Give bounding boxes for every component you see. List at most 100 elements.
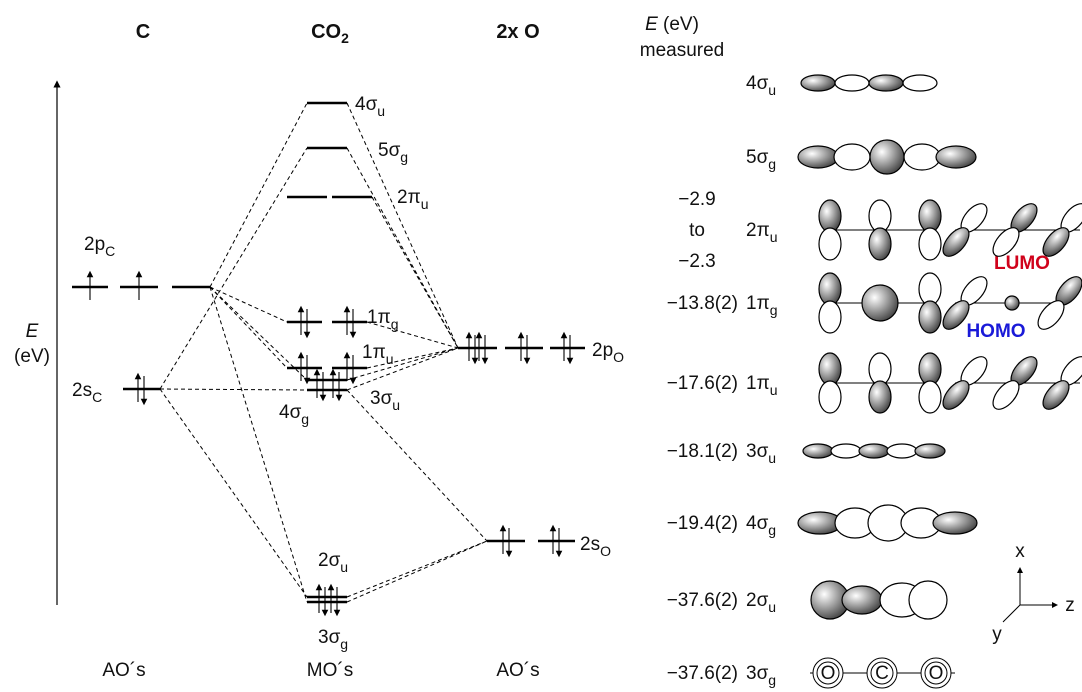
header-c: C: [136, 21, 150, 43]
measured-energy: −37.6(2): [667, 663, 738, 684]
orbital-lobe: [819, 273, 841, 305]
mo-label: 4σg: [279, 402, 309, 427]
label-sub: u: [768, 599, 776, 615]
footer: AO´s: [496, 660, 539, 681]
orbital-lobe: [819, 381, 841, 413]
label-sub: u: [770, 382, 778, 398]
measured-energy: −13.8(2): [667, 293, 738, 314]
mo-label: 4σu: [355, 94, 385, 119]
label-main: 2σ: [746, 590, 769, 611]
header-energy: E (eV): [645, 14, 699, 35]
label-main: 1π: [362, 342, 386, 363]
footer: MO´s: [307, 660, 353, 681]
orbital-lobe: [904, 144, 940, 170]
label-main: 5σ: [746, 147, 769, 168]
mo-label: 1πu: [362, 342, 393, 367]
orbital-lobe: [919, 228, 941, 260]
orbital-lobe: [919, 353, 941, 385]
axis-symbol: E: [26, 321, 39, 342]
axis-letter: y: [992, 624, 1002, 645]
label-sub: u: [768, 450, 776, 466]
label-sub: u: [377, 103, 385, 119]
label-sub: u: [421, 196, 429, 212]
mo-label: 5σg: [378, 140, 408, 165]
axis-unit: (eV): [14, 346, 50, 367]
measured-energy: −17.6(2): [667, 373, 738, 394]
orbital-lobe: [869, 75, 903, 91]
orbital-lobe: [819, 200, 841, 232]
label-sub: u: [340, 559, 348, 575]
orbital-lobe: [803, 444, 833, 458]
mo-label: 3σu: [370, 388, 400, 413]
label-main: 1π: [746, 293, 770, 314]
label-main: 3σ: [746, 441, 769, 462]
footer: AO´s: [102, 660, 145, 681]
orbital-lobe: [862, 285, 898, 321]
label-sub: g: [768, 156, 776, 172]
label-main: 3σ: [746, 663, 769, 684]
orbital-lobe: [870, 140, 904, 174]
header-measured: measured: [640, 40, 725, 61]
orbital-lobe: [819, 228, 841, 260]
orbital-lobe: [835, 75, 869, 91]
orbital-lobe: [919, 381, 941, 413]
orbital-lobe: [887, 444, 917, 458]
orbital-lobe: [831, 444, 861, 458]
orbital-lobe: [936, 146, 976, 168]
label-main: 4σ: [746, 73, 769, 94]
atom-label: C: [875, 663, 889, 684]
label-main: 2σ: [318, 550, 341, 571]
measured-energy: −18.1(2): [667, 441, 738, 462]
orbital-label: 1πg: [746, 293, 777, 318]
label-main: 2π: [397, 187, 421, 208]
label-sub: g: [391, 316, 399, 332]
orbital-lobe: [869, 228, 891, 260]
orbital-lobe: [842, 586, 882, 614]
label-sub: g: [301, 411, 309, 427]
label-main: 4σ: [279, 402, 302, 423]
orbital-lobe: [919, 273, 941, 305]
orbital-lobe: [909, 581, 947, 619]
orbital-lobe: [919, 301, 941, 333]
header-o: 2x O: [496, 21, 539, 43]
atom-label: O: [929, 663, 944, 684]
orbital-label: 3σg: [746, 663, 776, 688]
header-co2: CO2: [311, 21, 349, 46]
orbital-label: 4σg: [746, 513, 776, 538]
orbital-label: 1πu: [746, 373, 777, 398]
label-sub: g: [400, 149, 408, 165]
ao-label: 2pC: [84, 234, 115, 259]
measured-energy: to: [689, 220, 705, 241]
orbital-lobe: [1005, 296, 1019, 310]
orbital-lobe: [933, 512, 977, 534]
homo-label: HOMO: [966, 321, 1025, 342]
label-sub: g: [770, 302, 778, 318]
correlation-lines: [160, 103, 487, 602]
ao-label: 2sO: [580, 534, 611, 559]
label-main: 3σ: [318, 627, 341, 648]
orbital-lobe: [834, 144, 870, 170]
orbital-label: 2σu: [746, 590, 776, 615]
label-main: 5σ: [378, 140, 401, 161]
orbital-lobe: [819, 301, 841, 333]
atom-label: O: [821, 663, 836, 684]
orbital-label: 2πu: [746, 220, 777, 245]
label-main: 1π: [367, 307, 391, 328]
orbital-lobe: [819, 353, 841, 385]
orbital-lobe: [869, 353, 891, 385]
label-sub: g: [768, 522, 776, 538]
measured-energy: −2.9: [678, 189, 716, 210]
orbital-label: 4σu: [746, 73, 776, 98]
ao-label: 2pO: [592, 340, 624, 365]
orbital-lobe: [798, 146, 838, 168]
mo-label: 2σu: [318, 550, 348, 575]
orbital-label: 5σg: [746, 147, 776, 172]
orbital-lobe: [915, 444, 945, 458]
orbital-lobe: [869, 200, 891, 232]
coordinate-axes: [1003, 570, 1055, 622]
ao-label: 2sC: [72, 380, 102, 405]
axis-letter: x: [1015, 541, 1025, 562]
measured-energy: −37.6(2): [667, 590, 738, 611]
mo-label: 3σg: [318, 627, 348, 652]
orbital-label: 3σu: [746, 441, 776, 466]
